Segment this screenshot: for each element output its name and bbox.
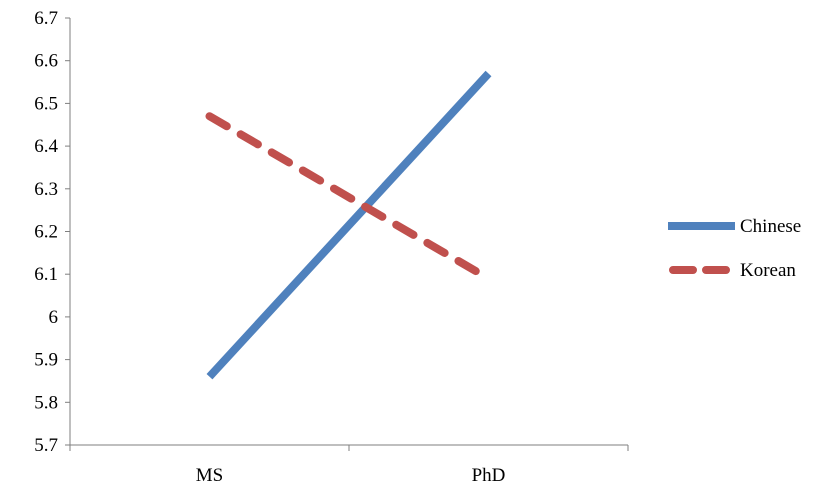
legend: Chinese Korean (668, 216, 801, 281)
y-tick-label: 6.6 (34, 51, 58, 72)
series-layer (205, 70, 493, 380)
y-tick-label: 6.4 (34, 136, 58, 157)
legend-label-korean: Korean (740, 260, 796, 281)
y-tick-label: 5.8 (34, 392, 58, 413)
y-tick-label: 6 (49, 307, 59, 328)
y-tick-label: 6.2 (34, 222, 58, 243)
x-category-label: MS (196, 465, 223, 486)
series-line-korean (205, 112, 493, 283)
y-tick-label: 6.7 (34, 8, 58, 29)
series-line-chinese (206, 70, 492, 380)
legend-label-chinese: Chinese (740, 216, 801, 237)
y-tick-label: 6.1 (34, 264, 58, 285)
x-axis: MS PhD (69, 444, 629, 486)
y-tick-label: 6.5 (34, 93, 58, 114)
y-tick-label: 6.3 (34, 179, 58, 200)
y-axis: 5.7 5.8 5.9 6 6.1 6.2 6.3 6.4 6.5 6.6 6.7 (34, 8, 71, 456)
y-tick-label: 5.7 (34, 435, 58, 456)
x-category-label: PhD (472, 465, 506, 486)
y-tick-label: 5.9 (34, 350, 58, 371)
